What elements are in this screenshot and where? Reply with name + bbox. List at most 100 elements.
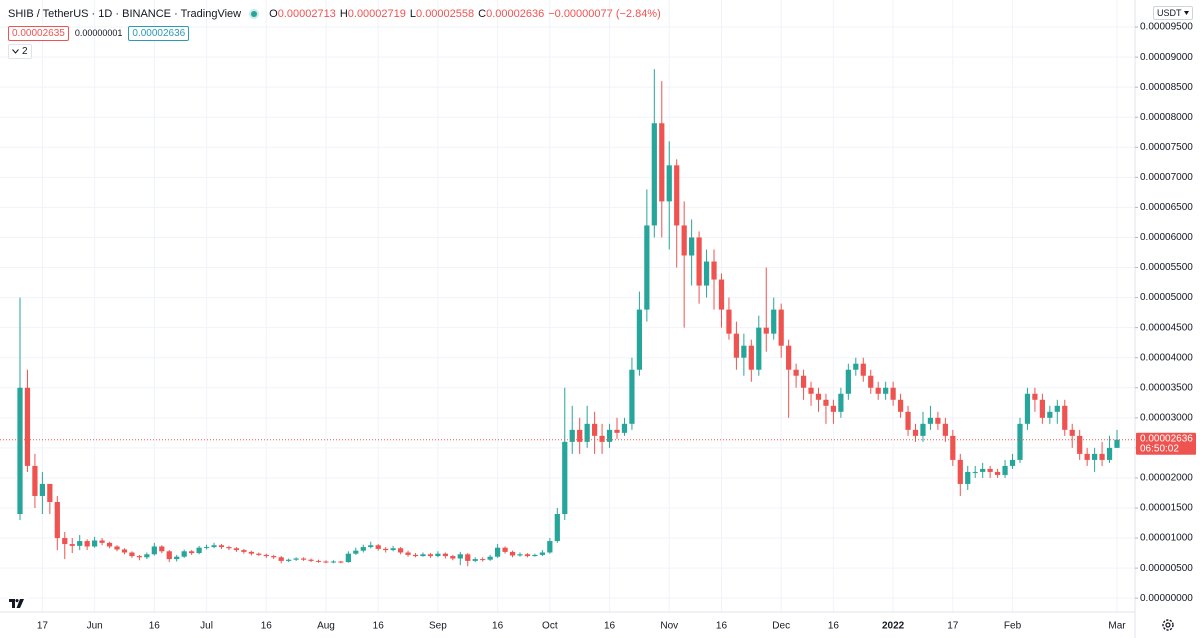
y-tick-label: 0.00000500 xyxy=(1140,563,1193,574)
sell-button[interactable]: 0.00002635 xyxy=(8,25,69,41)
candle-body xyxy=(1077,435,1083,454)
candle-body xyxy=(136,556,143,558)
candle-body xyxy=(368,545,374,548)
candle-body xyxy=(793,369,799,376)
candle-body xyxy=(465,554,471,561)
candle-body xyxy=(226,547,232,549)
currency-selector[interactable]: USDT xyxy=(1153,6,1193,20)
candle-body xyxy=(412,554,419,557)
candle-body xyxy=(308,559,314,561)
y-tick-label: 0.00004000 xyxy=(1140,352,1193,363)
indicators-toggle[interactable]: 2 xyxy=(8,43,32,59)
candle-body xyxy=(890,387,896,400)
countdown: 06:50:02 xyxy=(1140,443,1179,454)
candle-body xyxy=(935,417,941,424)
candle-body xyxy=(263,554,269,557)
candle-body xyxy=(1039,399,1045,418)
candle-body xyxy=(345,553,351,563)
caret-path xyxy=(1183,11,1189,15)
candle-body xyxy=(957,459,963,484)
candle-body xyxy=(159,546,165,552)
candle-body xyxy=(1062,405,1068,430)
ohlc-value: 0.00002719 xyxy=(347,8,406,20)
y-tick-label: 0.00002000 xyxy=(1140,473,1193,484)
candle-body xyxy=(756,327,762,370)
spread: 0.00000001 xyxy=(74,28,123,38)
candle-body xyxy=(1047,411,1053,418)
gear-teeth[interactable] xyxy=(1162,619,1174,631)
candle-body xyxy=(897,399,904,412)
candle-body xyxy=(390,548,396,551)
settings-icon[interactable] xyxy=(1162,619,1174,631)
candle-body xyxy=(457,554,463,559)
candle-body xyxy=(1084,453,1090,460)
candle-body xyxy=(218,545,225,548)
x-tick-label: Dec xyxy=(772,621,790,632)
candle-body xyxy=(383,548,389,551)
x-tick-label: 17 xyxy=(37,621,49,632)
candle-body xyxy=(748,345,754,370)
market-status[interactable] xyxy=(251,11,258,17)
candle-body xyxy=(860,363,866,376)
candle-body xyxy=(703,261,710,286)
candle-body xyxy=(823,399,829,406)
candle-body xyxy=(614,429,620,433)
y-tick-label: 0.00009000 xyxy=(1140,52,1193,63)
candle-body xyxy=(1032,393,1038,400)
y-tick-label: 0.00008000 xyxy=(1140,112,1193,123)
candle-body xyxy=(830,405,837,412)
x-tick-label: 16 xyxy=(261,621,273,632)
indicators-count: 2 xyxy=(22,45,28,57)
y-tick-label: 0.00001000 xyxy=(1140,533,1193,544)
indicator-row: 2 xyxy=(8,43,661,59)
candle-body xyxy=(397,548,404,553)
x-tick-label: Feb xyxy=(1004,621,1022,632)
gear-hub[interactable] xyxy=(1165,622,1171,628)
candle-body xyxy=(741,345,747,358)
candle-body xyxy=(166,551,172,560)
candle-body xyxy=(509,551,516,556)
candle-body xyxy=(987,468,993,472)
candle-body xyxy=(300,558,307,560)
y-tick-label: 0.00006500 xyxy=(1140,202,1193,213)
candle-body xyxy=(450,556,456,559)
symbol[interactable]: SHIB / TetherUS · 1D · BINANCE · Trading… xyxy=(8,8,242,20)
currency: USDT xyxy=(1157,8,1182,18)
candle-body xyxy=(786,345,792,370)
buy-button[interactable]: 0.00002636 xyxy=(128,25,190,41)
candle-body xyxy=(1114,439,1120,448)
candles xyxy=(0,69,1135,567)
candle-body xyxy=(77,541,83,546)
y-tick-label: 0.00005000 xyxy=(1140,292,1193,303)
caret xyxy=(1183,11,1189,15)
candle-body xyxy=(994,471,1001,475)
candle-body xyxy=(32,465,38,496)
candle-body xyxy=(323,561,329,563)
candle-body xyxy=(338,561,344,563)
candle-body xyxy=(711,261,717,280)
candle-body xyxy=(99,540,105,543)
candle-body xyxy=(360,547,366,551)
candle-body xyxy=(480,559,486,561)
candle-body xyxy=(980,468,986,472)
candle-body xyxy=(174,556,180,560)
y-tick-label: 0.00003000 xyxy=(1140,412,1193,423)
candle-body xyxy=(606,429,613,442)
chevron-path xyxy=(12,48,19,54)
candle-body xyxy=(211,545,217,548)
x-tick-label: 16 xyxy=(604,621,616,632)
candle-body xyxy=(69,544,75,546)
candle-body xyxy=(62,538,68,545)
candle-body xyxy=(592,423,598,436)
candle-body xyxy=(927,417,934,424)
candle-body xyxy=(659,123,665,202)
x-tick-label: Jun xyxy=(87,621,103,632)
candle-body xyxy=(644,225,650,310)
candle-body xyxy=(129,552,135,557)
candle-body xyxy=(106,542,113,547)
header: SHIB / TetherUS · 1D · BINANCE · Trading… xyxy=(8,6,661,59)
candle-body xyxy=(629,369,635,424)
x-tick-label: Jul xyxy=(200,621,213,632)
candle-body xyxy=(233,548,240,551)
